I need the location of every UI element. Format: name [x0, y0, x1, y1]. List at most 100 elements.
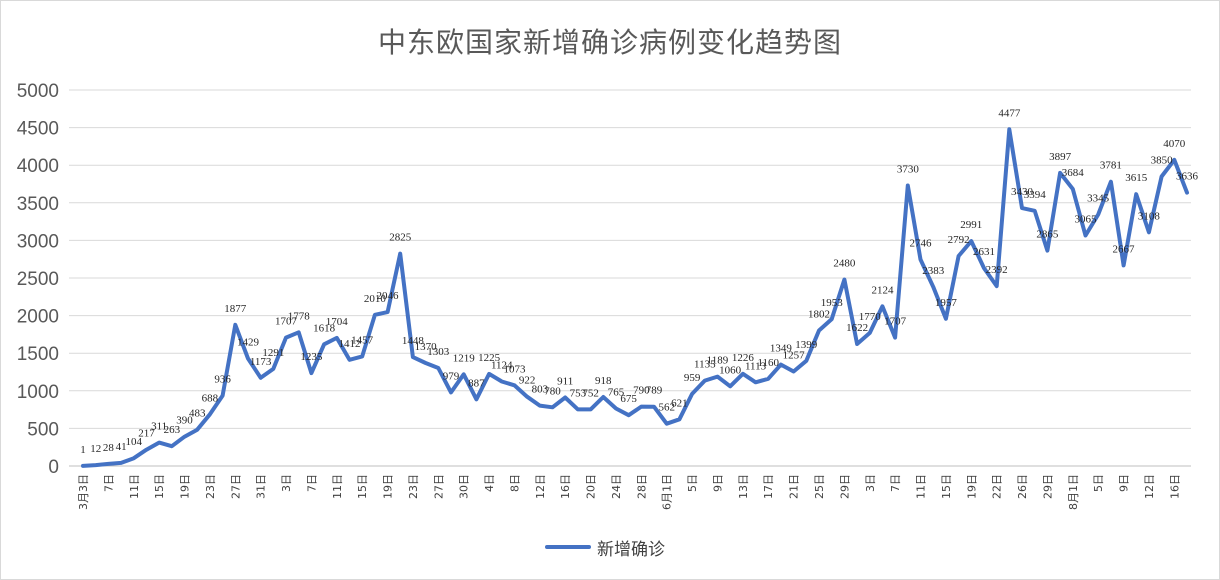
data-label: 28: [103, 442, 115, 454]
x-tick-label: 15日: [153, 474, 166, 499]
data-label: 1707: [275, 316, 298, 328]
x-tick-label: 5日: [686, 474, 699, 492]
data-label: 789: [646, 385, 663, 397]
x-tick-label: 9日: [711, 474, 724, 492]
data-label: 1160: [757, 357, 779, 369]
y-tick-label: 2500: [17, 269, 59, 290]
x-tick-label: 23日: [204, 474, 217, 499]
data-label: 217: [138, 428, 155, 440]
x-tick-label: 3日: [864, 474, 877, 492]
data-label: 3897: [1049, 151, 1072, 163]
x-tick-label: 6月1日: [661, 474, 674, 510]
data-label: 562: [658, 402, 675, 414]
y-tick-label: 4000: [17, 156, 59, 177]
y-tick-label: 5000: [17, 81, 59, 102]
x-tick-label: 7日: [889, 474, 902, 492]
data-label: 3065: [1074, 214, 1097, 226]
x-tick-label: 27日: [229, 474, 242, 499]
legend-label: 新增确诊: [597, 539, 665, 560]
data-label: 911: [557, 375, 573, 387]
data-label: 1370: [415, 341, 438, 353]
data-label: 1412: [338, 338, 360, 350]
x-tick-label: 5日: [1092, 474, 1105, 492]
data-label: 1457: [351, 334, 374, 346]
data-label: 753: [570, 387, 587, 399]
data-label: 311: [151, 421, 167, 433]
data-label: 2046: [377, 290, 400, 302]
data-label: 1622: [846, 322, 868, 334]
data-label: 2124: [871, 284, 894, 296]
x-tick-label: 15日: [356, 474, 369, 499]
x-tick-label: 30日: [458, 474, 471, 499]
x-tick-label: 26日: [1016, 474, 1029, 499]
data-label: 1770: [859, 311, 882, 323]
data-label: 1226: [732, 352, 755, 364]
data-label: 2991: [960, 219, 982, 231]
data-label: 765: [608, 386, 625, 398]
data-label: 1802: [808, 308, 830, 320]
data-label: 2480: [833, 258, 856, 270]
data-label: 887: [468, 377, 485, 389]
data-label: 3108: [1138, 210, 1161, 222]
data-label: 1113: [745, 360, 767, 372]
data-label: 1225: [478, 352, 501, 364]
x-tick-label: 16日: [1168, 474, 1181, 499]
data-label: 1189: [707, 355, 729, 367]
data-label: 2631: [973, 246, 995, 258]
y-tick-label: 3000: [17, 231, 59, 252]
x-tick-label: 13日: [737, 474, 750, 499]
data-label: 104: [126, 436, 143, 448]
data-label: 918: [595, 375, 612, 387]
data-label: 1173: [250, 356, 272, 368]
x-tick-label: 7日: [102, 474, 115, 492]
data-label: 2825: [389, 232, 412, 244]
x-tick-label: 19日: [179, 474, 192, 499]
data-label: 1060: [719, 364, 742, 376]
data-label: 1: [80, 444, 86, 456]
y-tick-label: 500: [27, 419, 59, 440]
data-label: 2392: [986, 264, 1008, 276]
data-label: 4477: [998, 107, 1021, 119]
x-tick-label: 8日: [508, 474, 521, 492]
x-tick-label: 8月1日: [1067, 474, 1080, 510]
x-tick-label: 3月3日: [77, 474, 90, 510]
data-label: 1778: [288, 310, 311, 322]
x-tick-label: 28日: [635, 474, 648, 499]
data-label: 2792: [948, 234, 970, 246]
x-tick-label: 11日: [915, 474, 928, 499]
legend-swatch: [545, 545, 591, 549]
x-tick-label: 23日: [407, 474, 420, 499]
data-label: 3850: [1151, 154, 1174, 166]
data-label: 483: [189, 408, 206, 420]
data-label: 1257: [783, 349, 806, 361]
x-tick-label: 9日: [1118, 474, 1131, 492]
x-tick-label: 29日: [838, 474, 851, 499]
data-label: 621: [671, 397, 688, 409]
data-label: 1349: [770, 343, 793, 355]
x-tick-label: 20日: [585, 474, 598, 499]
data-label: 1877: [224, 303, 247, 315]
x-tick-label: 24日: [610, 474, 623, 499]
data-label: 1953: [821, 297, 844, 309]
data-label: 41: [116, 441, 127, 453]
y-tick-label: 1500: [17, 344, 59, 365]
y-tick-label: 4500: [17, 119, 59, 140]
data-label: 1235: [300, 351, 323, 363]
data-label: 752: [582, 387, 599, 399]
data-label: 979: [443, 370, 460, 382]
data-label: 1124: [491, 359, 513, 371]
x-tick-label: 15日: [940, 474, 953, 499]
data-label: 780: [544, 385, 561, 397]
x-tick-label: 4日: [483, 474, 496, 492]
data-label: 1219: [453, 352, 476, 364]
y-tick-label: 0: [48, 457, 59, 478]
data-label: 3730: [897, 164, 920, 176]
data-label: 1707: [884, 316, 907, 328]
x-tick-label: 19日: [382, 474, 395, 499]
data-label: 1618: [313, 322, 336, 334]
data-label: 4070: [1163, 138, 1186, 150]
series-line: [81, 127, 1189, 468]
data-label: 390: [176, 415, 193, 427]
